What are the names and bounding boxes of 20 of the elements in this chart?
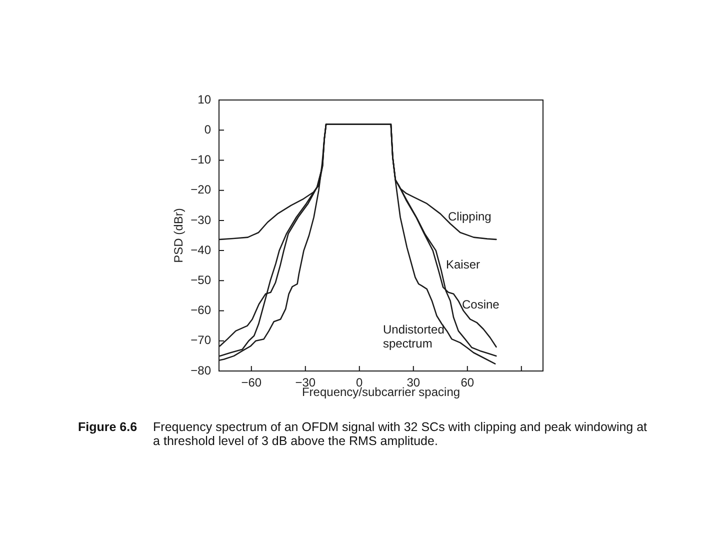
y-tick-label: 0 [204, 122, 212, 136]
y-tick-label: −50 [190, 272, 212, 287]
series-label: Kaiser [446, 257, 480, 272]
y-tick-label: −10 [190, 152, 212, 167]
series-label: Undistorted spectrum [383, 322, 444, 350]
y-axis-title: PSD (dBr) [172, 208, 186, 263]
x-tick-label: 30 [406, 376, 420, 390]
y-tick-label: −60 [190, 303, 212, 318]
y-tick-label: 10 [198, 92, 212, 106]
y-tick-label: −70 [190, 333, 212, 348]
series-label: Clipping [448, 209, 492, 224]
x-tick-label: −60 [241, 376, 262, 390]
series-label: Cosine [462, 297, 500, 312]
y-tick-label: −30 [190, 212, 212, 227]
caption: Figure 6.6 [78, 420, 138, 434]
y-tick-label: −20 [190, 182, 212, 197]
text: Frequency spectrum of an OFDM signal with 32 SCs with clipping and peak windowing at a threshold level of 3 dB above the RMS amplitude. [153, 420, 648, 448]
x-tick-label: 60 [460, 376, 474, 390]
y-tick-label: −40 [190, 242, 212, 257]
y-tick-label: −80 [190, 363, 212, 378]
